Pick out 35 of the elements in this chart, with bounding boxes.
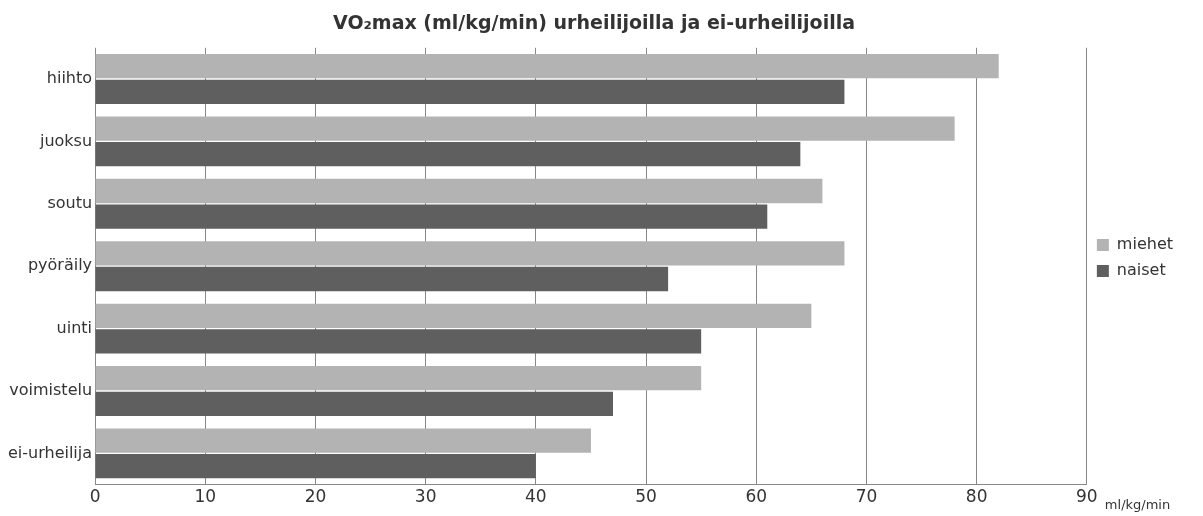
x-tick-label: 70 [855,486,878,507]
x-tick-label: 0 [89,486,101,507]
y-tick-label: pyöräily [27,255,93,275]
bar [95,142,801,167]
bar [95,204,768,229]
x-tick-label: 60 [745,486,768,507]
y-tick-label: soutu [47,192,93,212]
x-tick-label: 30 [414,486,437,507]
x-tick-label: 80 [965,486,988,507]
bar [95,366,702,391]
bar [95,178,823,204]
bar [95,241,845,266]
x-tick-label: 20 [304,486,327,507]
y-tick-label: juoksu [38,130,93,150]
bar [95,391,614,416]
x-tick-label: 10 [194,486,217,507]
bar [95,79,845,104]
bar [95,266,669,292]
y-tick-label: voimistelu [9,380,93,400]
bar [95,116,955,141]
x-tick-label: 40 [525,486,547,507]
y-tick-label: ei-urheilija [7,442,93,462]
y-tick-label: uinti [56,317,93,337]
x-tick-label: 90 [1076,486,1098,507]
bar [95,329,702,354]
bar [95,54,999,79]
bar [95,303,812,328]
x-tick-label: 50 [635,486,657,507]
legend-label: naiset [1116,260,1166,280]
chart-title: VO₂max (ml/kg/min) urheilijoilla ja ei-urheilijoilla [333,11,855,34]
bar [95,454,536,479]
bar [95,428,591,453]
x-axis-title: ml/kg/min [1104,496,1171,512]
y-tick-label: hiihto [46,68,93,88]
legend-label: miehet [1116,234,1174,254]
